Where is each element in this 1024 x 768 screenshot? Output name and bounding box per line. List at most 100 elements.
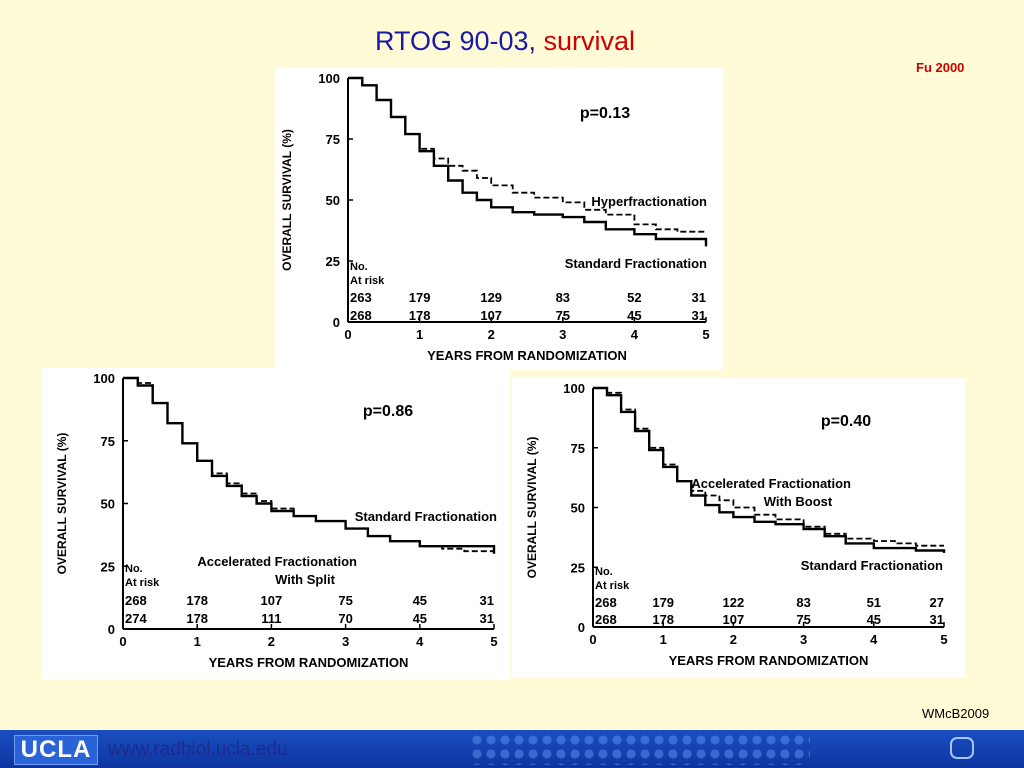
y-tick-label: 25 <box>571 560 585 575</box>
x-tick-label: 0 <box>589 632 596 647</box>
footer-decoration <box>470 733 810 765</box>
x-tick-label: 3 <box>559 327 566 342</box>
survival-curve-solid <box>593 386 946 553</box>
at-risk-count: 31 <box>692 308 706 323</box>
at-risk-count: 107 <box>480 308 502 323</box>
website-link[interactable]: www.radbiol.ucla.edu <box>108 739 288 760</box>
y-tick-label: 0 <box>333 315 340 330</box>
series-label: Hyperfractionation <box>591 194 707 209</box>
series-label: Accelerated Fractionation <box>691 476 851 491</box>
x-tick-label: 4 <box>416 634 424 649</box>
at-risk-count: 178 <box>409 308 431 323</box>
x-tick-label: 1 <box>660 632 667 647</box>
y-axis-title: OVERALL SURVIVAL (%) <box>55 433 69 575</box>
y-tick-label: 25 <box>326 254 340 269</box>
y-tick-label: 50 <box>101 497 115 512</box>
at-risk-count: 268 <box>125 593 147 608</box>
x-tick-label: 0 <box>119 634 126 649</box>
chart-panel-hyperfractionation: 0 1 2 3 4 5 0 25 50 75 100 YEARS FROM RANDOMIZATION… <box>275 68 723 370</box>
footer-bar: UCLA www.radbiol.ucla.edu <box>0 730 1024 768</box>
at-risk-count: 178 <box>186 611 208 626</box>
at-risk-header: At risk <box>125 577 160 589</box>
survival-curve-solid <box>123 376 496 554</box>
y-tick-label: 50 <box>326 193 340 208</box>
series-label: With Split <box>275 572 335 587</box>
x-tick-label: 1 <box>416 327 423 342</box>
series-label: Accelerated Fractionation <box>197 554 357 569</box>
x-tick-label: 2 <box>730 632 737 647</box>
x-tick-label: 3 <box>342 634 349 649</box>
rounded-square-icon[interactable] <box>950 737 974 759</box>
y-axis-title: OVERALL SURVIVAL (%) <box>280 129 294 271</box>
y-axis-title: OVERALL SURVIVAL (%) <box>525 437 539 579</box>
at-risk-count: 75 <box>556 308 570 323</box>
series-label: Standard Fractionation <box>565 256 707 271</box>
at-risk-count: 178 <box>652 612 674 627</box>
y-tick-label: 100 <box>318 71 340 86</box>
survival-curve-dashed <box>593 387 944 547</box>
at-risk-header: No. <box>125 563 143 575</box>
x-axis-title: YEARS FROM RANDOMIZATION <box>669 653 869 668</box>
at-risk-count: 31 <box>480 593 494 608</box>
y-tick-label: 0 <box>578 620 585 635</box>
at-risk-count: 179 <box>409 290 431 305</box>
at-risk-count: 75 <box>796 612 810 627</box>
series-label: With Boost <box>764 494 833 509</box>
y-tick-label: 75 <box>571 441 585 456</box>
at-risk-count: 52 <box>627 290 641 305</box>
ucla-logo: UCLA <box>14 735 98 765</box>
chart-panel-accelerated-boost: 0 1 2 3 4 5 0 25 50 75 100 YEARS FROM RANDOMIZATION… <box>512 378 965 678</box>
at-risk-count: 263 <box>350 290 372 305</box>
y-tick-label: 75 <box>101 434 115 449</box>
y-tick-label: 0 <box>108 622 115 637</box>
at-risk-count: 122 <box>723 595 745 610</box>
at-risk-header: No. <box>350 261 368 273</box>
at-risk-header: At risk <box>595 580 630 592</box>
series-label: Standard Fractionation <box>801 558 943 573</box>
at-risk-count: 31 <box>480 611 494 626</box>
citation: Fu 2000 <box>916 60 965 75</box>
p-value-label: p=0.13 <box>580 105 630 122</box>
x-axis-title: YEARS FROM RANDOMIZATION <box>209 655 409 670</box>
y-tick-label: 100 <box>93 371 115 386</box>
x-tick-label: 5 <box>940 632 947 647</box>
y-tick-label: 75 <box>326 132 340 147</box>
p-value-label: p=0.86 <box>363 403 413 420</box>
x-tick-label: 4 <box>870 632 878 647</box>
p-value-label: p=0.40 <box>821 413 871 430</box>
survival-curve-solid <box>348 76 708 247</box>
x-tick-label: 5 <box>702 327 709 342</box>
series-label: Standard Fractionation <box>355 509 497 524</box>
at-risk-count: 27 <box>930 595 944 610</box>
y-tick-label: 50 <box>571 501 585 516</box>
at-risk-count: 129 <box>480 290 502 305</box>
at-risk-count: 83 <box>796 595 810 610</box>
slide-title: RTOG 90-03, survival <box>0 26 1010 57</box>
at-risk-count: 107 <box>261 593 283 608</box>
at-risk-count: 31 <box>692 290 706 305</box>
at-risk-count: 75 <box>338 593 352 608</box>
chart-panel-accelerated-split: 0 1 2 3 4 5 0 25 50 75 100 YEARS FROM RANDOMIZATION… <box>42 368 510 680</box>
at-risk-header: No. <box>595 566 613 578</box>
at-risk-count: 31 <box>930 612 944 627</box>
survival-curve-dashed <box>123 377 495 554</box>
at-risk-header: At risk <box>350 275 385 287</box>
at-risk-count: 179 <box>652 595 674 610</box>
credit-text: WMcB2009 <box>922 706 990 721</box>
at-risk-count: 51 <box>867 595 881 610</box>
x-tick-label: 2 <box>268 634 275 649</box>
x-tick-label: 0 <box>344 327 351 342</box>
at-risk-count: 268 <box>595 612 617 627</box>
at-risk-count: 107 <box>723 612 745 627</box>
x-tick-label: 3 <box>800 632 807 647</box>
at-risk-count: 70 <box>338 611 352 626</box>
title-accent: survival <box>543 26 636 56</box>
x-axis-title: YEARS FROM RANDOMIZATION <box>427 348 627 363</box>
at-risk-count: 268 <box>350 308 372 323</box>
at-risk-count: 45 <box>413 611 427 626</box>
x-tick-label: 4 <box>631 327 639 342</box>
x-tick-label: 1 <box>194 634 201 649</box>
